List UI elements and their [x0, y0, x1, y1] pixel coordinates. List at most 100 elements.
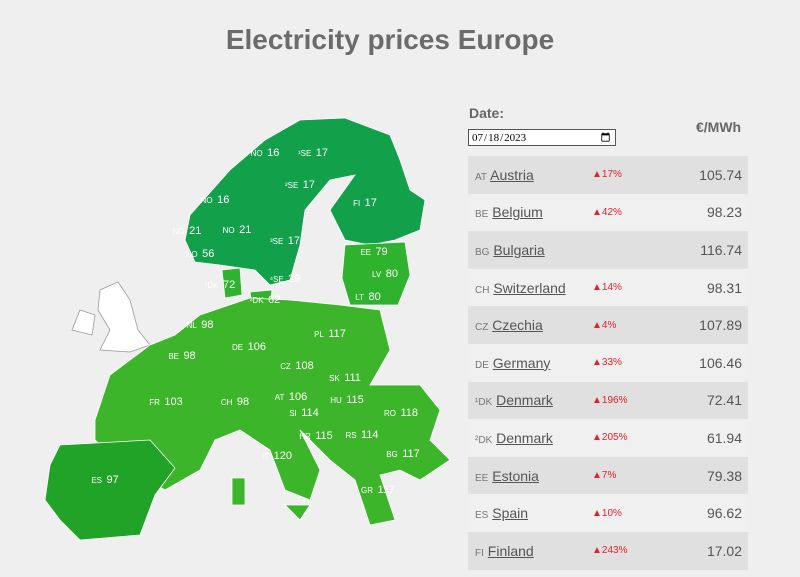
nordic-land: [184, 117, 426, 286]
change-cell: ▲33%: [592, 344, 672, 382]
region-label: CZ 108: [280, 356, 313, 373]
region-price: 29: [288, 273, 300, 285]
country-link[interactable]: Switzerland: [493, 279, 566, 296]
country-code: ¹DK: [475, 397, 493, 409]
price-change: 17%: [601, 169, 622, 181]
country-code: FI: [475, 547, 484, 559]
table-row: BE Belgium ▲42% 98.23: [468, 193, 748, 232]
price: 96.62: [706, 505, 742, 522]
country-code: DE: [475, 359, 489, 371]
region-label: IT 120: [262, 446, 292, 463]
region-price: 106: [248, 341, 266, 353]
region-label: NL 98: [187, 315, 214, 332]
region-code: NO: [186, 250, 198, 259]
region-code: NO: [223, 226, 235, 235]
country-link[interactable]: Germany: [492, 354, 551, 371]
region-price: 98: [201, 319, 213, 331]
country-link[interactable]: Austria: [490, 166, 534, 183]
table-row: AT Austria ▲17% 105.74: [468, 156, 748, 194]
country-link[interactable]: Denmark: [496, 429, 553, 446]
baltic-land: [341, 241, 411, 306]
table-row: ¹DK Denmark ▲196% 72.41: [468, 381, 748, 420]
region-code: CZ: [280, 362, 291, 371]
region-label: HU 115: [330, 390, 364, 407]
region-label: LV 80: [372, 264, 398, 281]
region-label: RS 114: [345, 425, 378, 442]
region-price: 21: [189, 225, 201, 237]
region-code: NL: [187, 321, 198, 330]
price-change: 33%: [601, 357, 622, 369]
country-cell: FI Finland: [468, 532, 592, 570]
region-code: SK: [329, 374, 340, 383]
region-label: GR 117: [361, 480, 395, 497]
price-change: 14%: [601, 282, 622, 294]
region-price: 16: [267, 147, 279, 159]
country-link[interactable]: Czechia: [492, 317, 543, 334]
country-link[interactable]: Belgium: [492, 204, 543, 221]
price-table: AT Austria ▲17% 105.74 BE Belgium ▲42% 98.23 B…: [468, 156, 748, 570]
country-code: CH: [475, 284, 490, 296]
region-price: 117: [328, 328, 346, 340]
region-price: 72: [223, 279, 235, 291]
country-link[interactable]: Estonia: [492, 467, 539, 484]
region-price: 56: [202, 248, 214, 260]
region-price: 17: [303, 179, 315, 191]
country-cell: CH Switzerland: [468, 269, 592, 307]
change-cell: ▲42%: [592, 194, 672, 232]
region-label: FI 17: [353, 193, 377, 210]
country-code: BG: [475, 246, 490, 258]
country-cell: AT Austria: [468, 156, 592, 194]
region-price: 103: [164, 396, 182, 408]
country-link[interactable]: Denmark: [496, 392, 553, 409]
up-arrow: ▲: [592, 282, 602, 294]
country-link[interactable]: Spain: [492, 505, 529, 522]
islands-land: [231, 477, 311, 521]
up-arrow: ▲: [592, 357, 602, 369]
region-price: 62: [268, 294, 280, 306]
country-cell: BE Belgium: [468, 194, 592, 232]
region-code: ES: [91, 476, 102, 485]
region-code: HR: [299, 432, 311, 441]
region-price: 17: [288, 235, 300, 247]
region-code: HU: [330, 396, 342, 405]
region-label: CH 98: [221, 392, 249, 409]
up-arrow: ▲: [592, 470, 602, 482]
region-price: 21: [239, 224, 251, 236]
up-arrow: ▲: [592, 169, 602, 181]
country-link[interactable]: Bulgaria: [493, 241, 545, 258]
region-code: NO: [251, 149, 263, 158]
country-link[interactable]: Finland: [487, 542, 534, 559]
region-code: ¹DK: [205, 281, 219, 290]
region-price: 16: [217, 194, 229, 206]
region-code: ³SE: [270, 237, 283, 246]
region-code: RO: [384, 409, 396, 418]
date-input[interactable]: [468, 129, 616, 146]
table-row: CZ Czechia ▲4% 107.89: [468, 306, 748, 344]
region-code: NO: [173, 227, 185, 236]
region-label: BG 117: [386, 444, 420, 461]
region-code: LT: [355, 293, 364, 302]
region-label: NO 21: [223, 220, 252, 237]
region-label: NO 16: [251, 143, 280, 160]
change-cell: ▲243%: [592, 532, 672, 570]
region-label: ¹DK 72: [205, 275, 235, 292]
region-price: 118: [400, 407, 418, 419]
region-code: BG: [386, 450, 398, 459]
up-arrow: ▲: [592, 432, 602, 444]
region-price: 97: [106, 474, 118, 486]
region-price: 117: [377, 484, 395, 496]
region-price: 98: [237, 396, 249, 408]
country-code: BE: [475, 209, 489, 221]
region-code: NO: [201, 196, 213, 205]
country-code: EE: [475, 472, 489, 484]
region-price: 98: [183, 350, 195, 362]
region-label: AT 106: [275, 387, 307, 404]
country-code: CZ: [475, 322, 489, 334]
price: 61.94: [706, 429, 742, 446]
region-label: SK 111: [329, 368, 361, 385]
change-cell: ▲10%: [592, 494, 672, 532]
page-title: Electricity prices Europe: [225, 24, 555, 55]
country-code: ES: [475, 510, 489, 522]
price: 98.23: [706, 204, 742, 221]
